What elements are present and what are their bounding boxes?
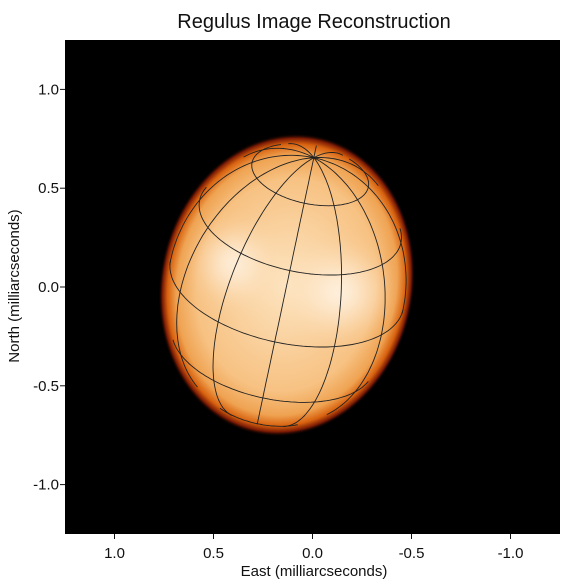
y-tick-label: -1.0	[33, 477, 59, 494]
star-bright-region	[191, 220, 275, 307]
meridian-line	[313, 145, 317, 158]
meridian-line	[313, 157, 386, 415]
y-axis-title: North (milliarcseconds)	[6, 209, 23, 362]
x-axis-title: East (milliarcseconds)	[241, 563, 388, 580]
meridian-line	[256, 157, 315, 425]
meridian-line	[176, 157, 314, 388]
y-tick-label: -0.5	[33, 378, 59, 395]
meridian-line	[243, 147, 315, 159]
x-tick-label: -0.5	[399, 545, 425, 562]
x-tick-label: 0.0	[302, 545, 323, 562]
chart-title: Regulus Image Reconstruction	[177, 11, 450, 33]
meridian-line	[313, 157, 407, 315]
y-tick-label: 0.0	[38, 279, 59, 296]
meridian-line	[313, 157, 379, 186]
meridian-line	[283, 157, 342, 427]
x-tick-label: 1.0	[104, 545, 125, 562]
y-axis: 1.0 0.5 0.0 -0.5 -1.0	[33, 81, 65, 494]
meridian-line	[313, 152, 344, 159]
star-image	[158, 133, 416, 437]
x-tick-label: -1.0	[498, 545, 524, 562]
meridian-line	[212, 157, 315, 417]
y-tick-label: 0.5	[38, 180, 59, 197]
meridian-line	[169, 154, 314, 265]
star-bright-region	[286, 242, 394, 343]
x-axis: 1.0 0.5 0.0 -0.5 -1.0	[104, 534, 523, 562]
x-tick-label: 0.5	[203, 545, 224, 562]
meridian-line	[288, 143, 315, 158]
coordinate-grid	[169, 143, 407, 427]
y-tick-label: 1.0	[38, 81, 59, 98]
